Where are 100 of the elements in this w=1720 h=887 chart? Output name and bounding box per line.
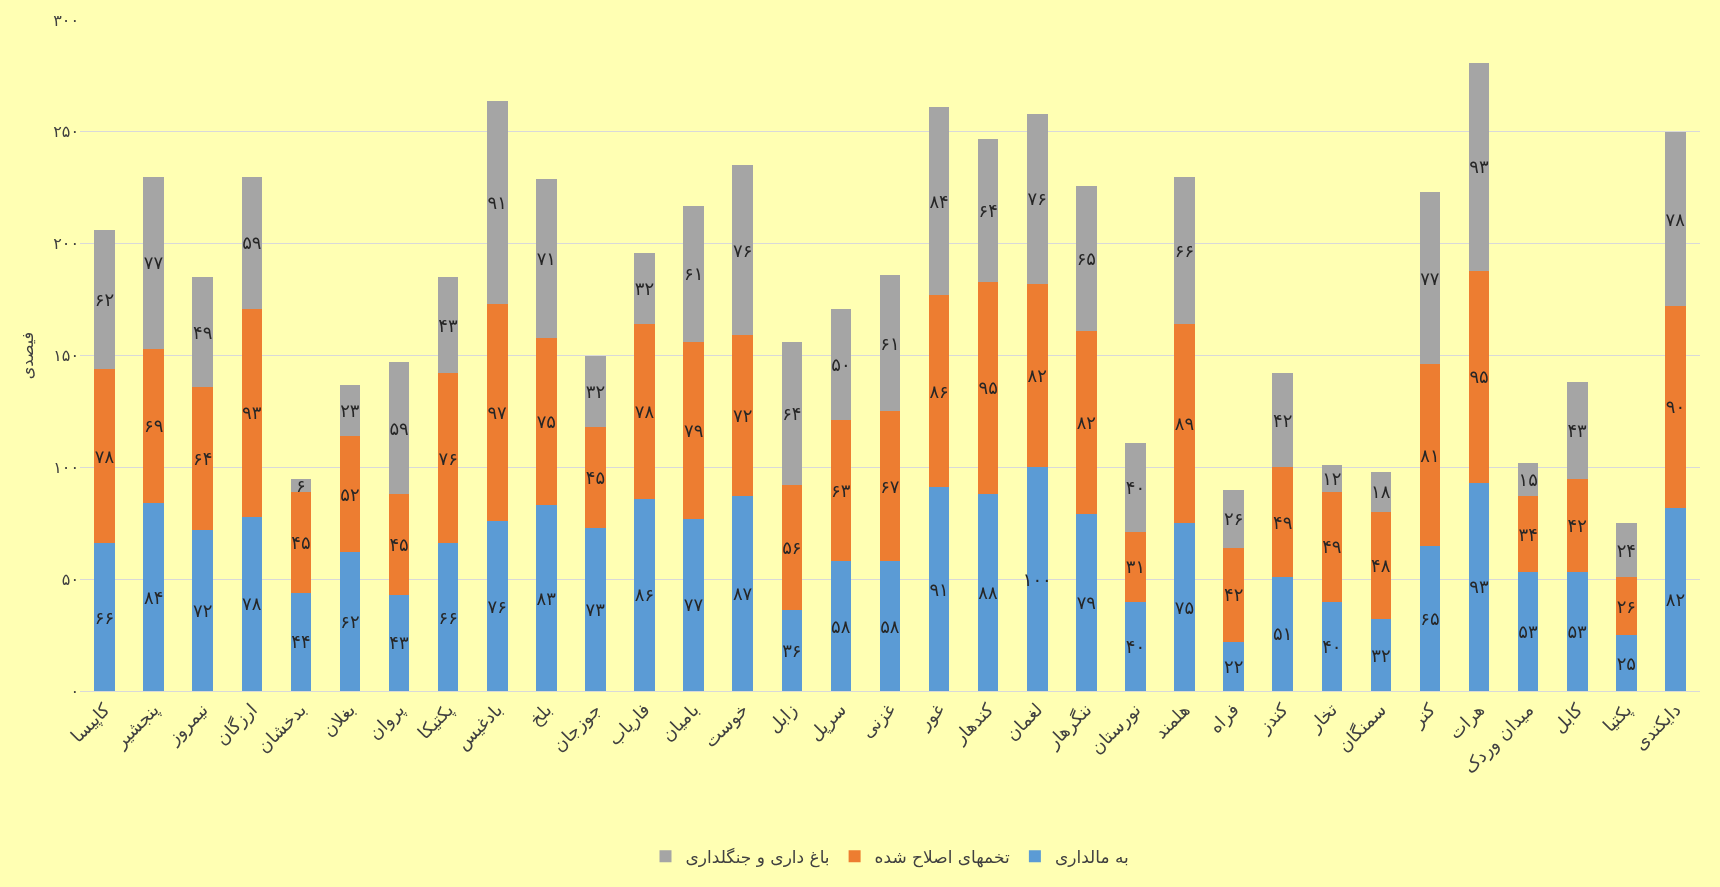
data-label: ۷۸ (634, 400, 655, 422)
bar (830, 420, 852, 562)
bar (1272, 576, 1294, 691)
data-label: ۴۹ (1322, 536, 1342, 558)
data-label: ۶۶ (438, 606, 458, 628)
x-tick-label: بغلان (317, 698, 360, 741)
data-label: ۶۵ (1420, 607, 1440, 629)
data-label: ۱۸ (1371, 481, 1391, 503)
bar (1174, 176, 1195, 325)
bar (1566, 382, 1588, 479)
data-label: ۴۰ (1322, 635, 1342, 657)
bar (1125, 532, 1146, 602)
bar (683, 342, 704, 519)
data-label: ۹۵ (1469, 366, 1489, 388)
bar (192, 529, 214, 691)
data-label: ۲۲ (1223, 655, 1244, 677)
data-label: ۹۱ (929, 578, 949, 600)
data-label: ۴۰ (1125, 635, 1146, 657)
bar (585, 527, 606, 691)
legend-label: باغ داری و جنگلداری (685, 846, 830, 868)
bar (928, 487, 950, 691)
data-label: ۲۴ (1616, 539, 1637, 561)
data-label: ۸۲ (1027, 365, 1047, 387)
data-label: ۱۲ (1322, 468, 1342, 490)
bar (781, 342, 803, 486)
data-label: ۳۲ (585, 380, 606, 402)
y-tick-label: ۳۰۰ (53, 10, 79, 30)
data-label: ۶۲ (94, 289, 115, 311)
bar (536, 505, 557, 691)
x-tick-label: تخار (1303, 698, 1342, 737)
bar (143, 348, 164, 504)
bar (1272, 373, 1294, 468)
data-label: ۵۲ (340, 483, 360, 505)
data-label: ۶۴ (978, 199, 998, 221)
data-label: ۵۳ (1518, 621, 1539, 643)
bar (1566, 478, 1588, 573)
x-tick-label: سرپل (804, 698, 851, 746)
y-tick-label: ۲۰۰ (53, 234, 79, 254)
bar (536, 337, 557, 506)
data-label: ۸۲ (1665, 588, 1686, 610)
bar (585, 427, 606, 528)
data-label: ۴۵ (585, 466, 606, 488)
bar (437, 277, 459, 374)
data-label: ۵۹ (389, 417, 409, 439)
bar (192, 386, 214, 530)
x-tick-label: ارزگان (211, 698, 262, 749)
x-tick-label: غزنی (856, 698, 900, 743)
bar (1223, 489, 1244, 548)
data-label: ۱۵ (1518, 469, 1538, 491)
bar (143, 176, 164, 349)
data-label: ۵۸ (880, 615, 900, 637)
data-label: ۶۶ (1174, 239, 1195, 261)
bar (879, 561, 901, 691)
bar (732, 496, 754, 691)
bar (1616, 523, 1637, 577)
bar (388, 494, 410, 595)
bar (1272, 467, 1294, 577)
bar (781, 485, 803, 611)
data-label: ۲۶ (1223, 508, 1244, 530)
x-tick-label: هرات (1444, 698, 1489, 744)
data-label: ۴۳ (389, 632, 409, 654)
bar (1174, 523, 1195, 691)
bar (1468, 482, 1490, 691)
data-label: ۹۱ (487, 191, 507, 213)
bar (94, 230, 115, 369)
data-label: ۶۴ (782, 403, 802, 425)
data-label: ۷۷ (683, 594, 704, 616)
data-label: ۹۰ (1665, 396, 1686, 418)
data-label: ۲۵ (1616, 652, 1637, 674)
bar (1370, 512, 1392, 620)
data-label: ۲۳ (340, 399, 360, 421)
bar (1174, 324, 1195, 524)
data-label: ۵۹ (242, 232, 262, 254)
bar (1125, 442, 1146, 533)
bar (94, 368, 115, 544)
y-tick-label: ۲۵۰ (53, 122, 79, 142)
data-label: ۷۵ (1174, 596, 1195, 618)
data-label: ۷۶ (1027, 188, 1047, 210)
x-tick-label: زابل (763, 698, 802, 737)
data-label: ۸۹ (1174, 413, 1195, 435)
bar (241, 176, 263, 309)
bar (1026, 113, 1048, 284)
data-label: ۶۶ (94, 606, 115, 628)
data-label: ۴۲ (1567, 514, 1587, 536)
bar (1223, 547, 1244, 642)
x-tick-label: فاریاب (603, 698, 654, 750)
x-tick-label: پکتیا (1598, 698, 1637, 737)
bar (486, 100, 508, 305)
y-tick-label: ۰ (70, 681, 79, 701)
data-label: ۴۵ (389, 533, 409, 555)
bar (1026, 467, 1048, 691)
data-label: ۲۶ (1616, 595, 1637, 617)
data-label: ۳۲ (634, 277, 655, 299)
data-label: ۵۸ (831, 615, 851, 637)
y-tick-label: ۱۵۰ (53, 346, 79, 366)
bar (1076, 185, 1097, 331)
bar (928, 107, 950, 296)
legend-label: به مالداری (1054, 846, 1129, 867)
bar (290, 491, 312, 593)
data-label: ۶۵ (1076, 247, 1097, 269)
